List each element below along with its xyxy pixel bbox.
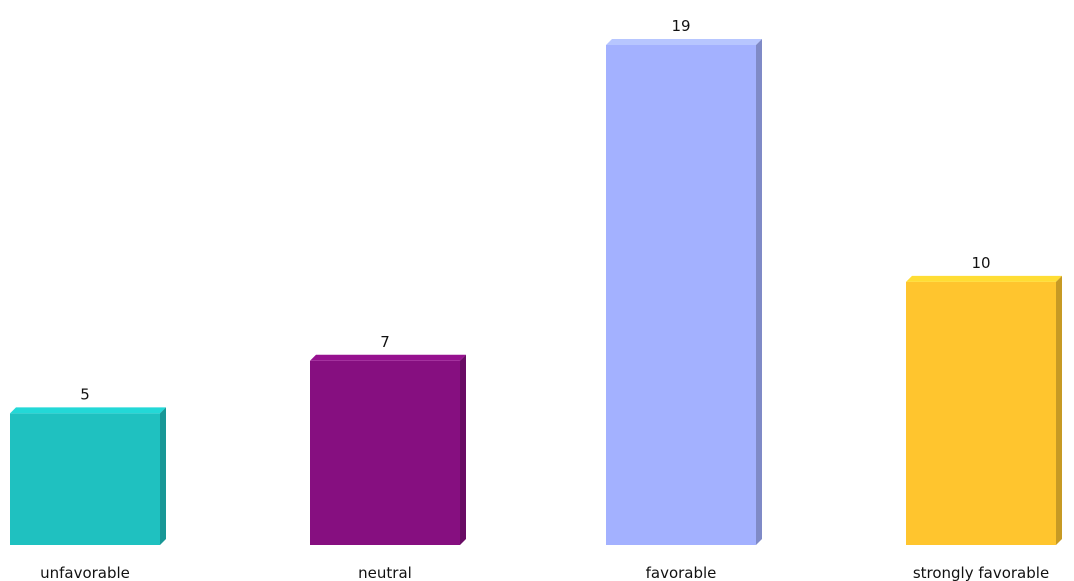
bar-top-face	[310, 354, 466, 361]
bar-neutral	[310, 354, 466, 545]
bar-side-face	[756, 39, 762, 545]
bar-value-label: 5	[80, 385, 90, 403]
bar-top-face	[10, 407, 166, 414]
bar-strongly-favorable	[906, 275, 1062, 545]
value-labels-group: 5 7 19 10	[80, 17, 990, 403]
bar-front-face	[606, 45, 756, 545]
category-label: unfavorable	[40, 564, 130, 581]
bar-value-label: 19	[671, 17, 690, 35]
bar-unfavorable	[10, 407, 166, 545]
category-label: neutral	[358, 564, 412, 581]
bar-front-face	[10, 413, 160, 545]
bar-front-face	[310, 360, 460, 545]
category-label: strongly favorable	[913, 564, 1049, 581]
bar-side-face	[1056, 275, 1062, 545]
bars-group	[10, 39, 1062, 545]
category-label: favorable	[646, 564, 717, 581]
bar-value-label: 7	[380, 333, 390, 351]
bar-side-face	[460, 354, 466, 545]
bar-side-face	[160, 407, 166, 545]
bar-value-label: 10	[971, 254, 990, 272]
category-labels-group: unfavorable neutral favorable strongly favo…	[40, 564, 1049, 581]
bar-front-face	[906, 281, 1056, 545]
bar-top-face	[606, 39, 762, 45]
bar-top-face	[906, 275, 1062, 282]
bar-favorable	[606, 39, 762, 545]
